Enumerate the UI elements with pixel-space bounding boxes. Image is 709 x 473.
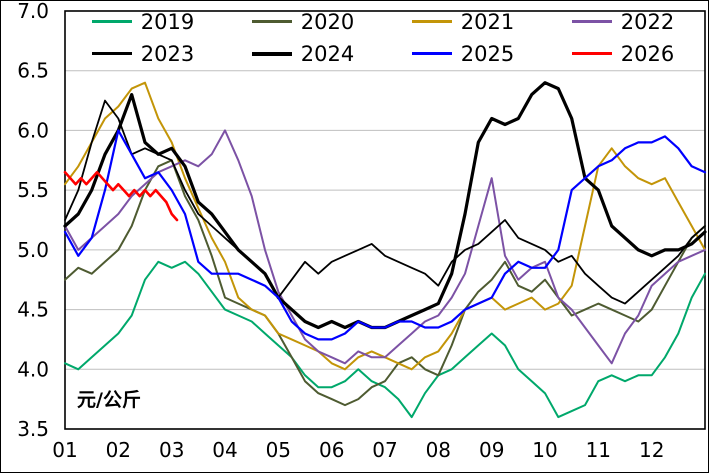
legend-label: 2020 [300, 9, 355, 34]
legend-label: 2019 [140, 9, 195, 34]
series-line-2019 [64, 260, 706, 419]
legend-item-2025: 2025 [383, 39, 543, 68]
legend-line-sample [411, 52, 452, 55]
series-line-2023 [64, 99, 706, 305]
x-tick-label: 03 [159, 438, 184, 462]
legend-item-2024: 2024 [223, 39, 383, 68]
legend-line-sample [571, 52, 612, 55]
legend-item-2019: 2019 [63, 7, 223, 36]
y-axis-unit-label: 元/公斤 [77, 389, 141, 411]
y-tick-label: 7.0 [17, 1, 49, 23]
y-tick-label: 4.0 [17, 357, 49, 381]
series-line-2022 [64, 129, 706, 365]
x-tick-label: 02 [106, 438, 131, 462]
x-tick-label: 09 [479, 438, 504, 462]
x-tick-label: 07 [372, 438, 397, 462]
y-tick-label: 6.0 [17, 118, 49, 142]
legend-item-2020: 2020 [223, 7, 383, 36]
series-line-2026 [63, 170, 179, 222]
x-tick-label: 11 [586, 438, 611, 462]
legend-item-2022: 2022 [543, 7, 703, 36]
legend-line-sample [571, 20, 612, 23]
legend-line-sample [91, 52, 132, 55]
legend-label: 2026 [620, 41, 675, 66]
legend-label: 2023 [140, 41, 195, 66]
legend-line-sample [411, 20, 452, 23]
legend-item-2026: 2026 [543, 39, 703, 68]
legend-label: 2021 [460, 9, 515, 34]
legend-item-2023: 2023 [63, 39, 223, 68]
x-tick-label: 05 [266, 438, 291, 462]
legend-label: 2022 [620, 9, 675, 34]
legend-label: 2025 [460, 41, 515, 66]
x-tick-label: 10 [532, 438, 557, 462]
x-tick-label: 06 [319, 438, 344, 462]
legend-item-2021: 2021 [383, 7, 543, 36]
chart-legend: 2019 2020 2021 2022 2023 2024 2025 2026 [63, 7, 703, 68]
legend-line-sample [251, 20, 292, 23]
y-tick-label: 6.5 [17, 59, 49, 83]
x-tick-label: 01 [52, 438, 77, 462]
series-line-2024 [63, 81, 707, 330]
legend-line-sample [91, 20, 132, 23]
legend-label: 2024 [300, 41, 355, 66]
x-tick-label: 04 [212, 438, 237, 462]
series-line-2025 [63, 129, 707, 341]
legend-line-sample [251, 51, 292, 56]
y-tick-label: 5.0 [17, 238, 49, 262]
x-tick-label: 08 [426, 438, 451, 462]
x-tick-label: 12 [639, 438, 664, 462]
y-tick-label: 5.5 [17, 178, 49, 202]
y-tick-label: 3.5 [17, 417, 49, 441]
y-tick-label: 4.5 [17, 298, 49, 322]
